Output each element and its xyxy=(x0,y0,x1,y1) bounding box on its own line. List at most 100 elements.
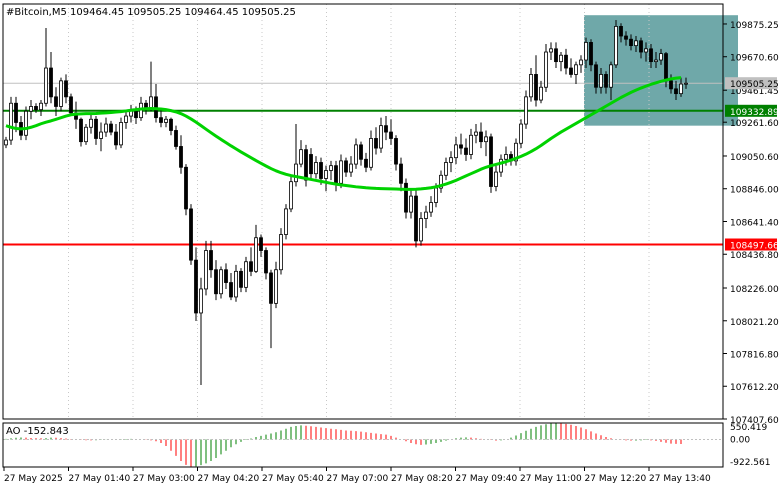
candle xyxy=(639,37,643,59)
price-tag-label: 109332.89 xyxy=(730,108,779,118)
candle xyxy=(649,44,653,69)
price-tag xyxy=(725,238,777,251)
candle xyxy=(479,122,483,149)
candle xyxy=(259,234,263,257)
candle xyxy=(429,196,433,217)
candle xyxy=(464,138,468,161)
candle xyxy=(644,42,648,62)
candle xyxy=(234,264,238,302)
candle xyxy=(284,204,288,240)
y-tick-label: 108021.20 xyxy=(730,318,779,328)
candle xyxy=(94,116,98,145)
candle xyxy=(589,39,593,72)
candle xyxy=(124,111,128,129)
candle xyxy=(514,138,518,166)
candle xyxy=(369,130,373,171)
candle xyxy=(199,277,203,385)
x-tick-label: 27 May 12:20 xyxy=(585,474,647,484)
y-tick-label: 107816.80 xyxy=(730,350,779,360)
ao-plot-frame xyxy=(2,422,724,468)
candle xyxy=(224,263,228,289)
candle xyxy=(384,116,388,141)
y-tick-label: 108846.00 xyxy=(730,186,779,196)
candle xyxy=(244,256,248,293)
x-tick-label: 27 May 07:00 xyxy=(327,474,389,484)
y-tick-label: 107612.20 xyxy=(730,383,779,393)
candle xyxy=(539,80,543,104)
x-tick-label: 27 May 04:20 xyxy=(198,474,260,484)
candle xyxy=(394,135,398,171)
candle xyxy=(459,133,463,155)
ao-y-tick-label: 0.00 xyxy=(730,435,750,445)
candle xyxy=(84,124,88,145)
candle xyxy=(9,96,13,145)
candle xyxy=(484,130,488,157)
candle xyxy=(219,266,223,299)
candle xyxy=(249,247,253,277)
candle xyxy=(379,117,383,153)
candle xyxy=(524,90,528,129)
candle xyxy=(299,140,303,168)
candle xyxy=(209,240,213,278)
highlighted-zone xyxy=(584,15,738,126)
candle xyxy=(54,87,58,117)
candle xyxy=(629,34,633,51)
current-price-label: 109505.25 xyxy=(730,80,779,90)
candle xyxy=(594,61,598,94)
candle xyxy=(339,154,343,189)
ao-y-tick-label: 550.419 xyxy=(730,423,767,433)
candle xyxy=(449,151,453,173)
x-tick-label: 27 May 01:40 xyxy=(69,474,131,484)
candle xyxy=(104,117,108,137)
candle xyxy=(189,204,193,265)
candle xyxy=(29,100,33,120)
candle xyxy=(269,269,273,349)
candle xyxy=(274,261,278,309)
candle xyxy=(164,116,168,128)
candle xyxy=(59,77,63,112)
ohlc-readout: 109464.45 109505.25 109464.45 109505.25 xyxy=(70,7,296,18)
candle xyxy=(159,108,163,128)
candle xyxy=(684,77,688,89)
y-tick-label: 109261.60 xyxy=(730,119,779,129)
candle xyxy=(609,61,613,101)
y-tick-label: 108226.00 xyxy=(730,285,779,295)
candle xyxy=(674,80,678,101)
candle xyxy=(529,68,533,102)
candle xyxy=(344,157,348,177)
candle xyxy=(519,119,523,149)
candle xyxy=(574,61,578,85)
candle xyxy=(119,117,123,149)
candle xyxy=(349,156,353,177)
ao-indicator-label: AO -152.843 xyxy=(6,426,69,437)
candle xyxy=(289,176,293,213)
candle xyxy=(454,136,458,165)
candle xyxy=(364,152,368,173)
symbol-label: #Bitcoin,M5 xyxy=(6,7,67,18)
x-tick-label: 27 May 08:20 xyxy=(391,474,453,484)
candle xyxy=(179,135,183,174)
x-tick-label: 27 May 09:40 xyxy=(456,474,518,484)
candle xyxy=(619,23,623,43)
candle xyxy=(544,44,548,93)
candle xyxy=(569,58,573,78)
candle xyxy=(604,71,608,94)
candle xyxy=(419,212,423,246)
candle xyxy=(374,127,378,155)
candle xyxy=(39,100,43,117)
candle xyxy=(659,48,663,65)
candle xyxy=(409,188,413,219)
candle xyxy=(4,136,8,149)
candle xyxy=(499,154,503,177)
x-tick-label: 27 May 2025 xyxy=(4,474,63,484)
candle xyxy=(99,122,103,152)
candle xyxy=(279,228,283,275)
x-tick-label: 27 May 03:00 xyxy=(133,474,195,484)
candle xyxy=(24,106,28,141)
price-tag xyxy=(725,104,777,117)
candle xyxy=(359,141,363,166)
candle xyxy=(424,205,428,229)
candle xyxy=(184,164,188,216)
price-tag-label: 108497.66 xyxy=(730,241,779,251)
